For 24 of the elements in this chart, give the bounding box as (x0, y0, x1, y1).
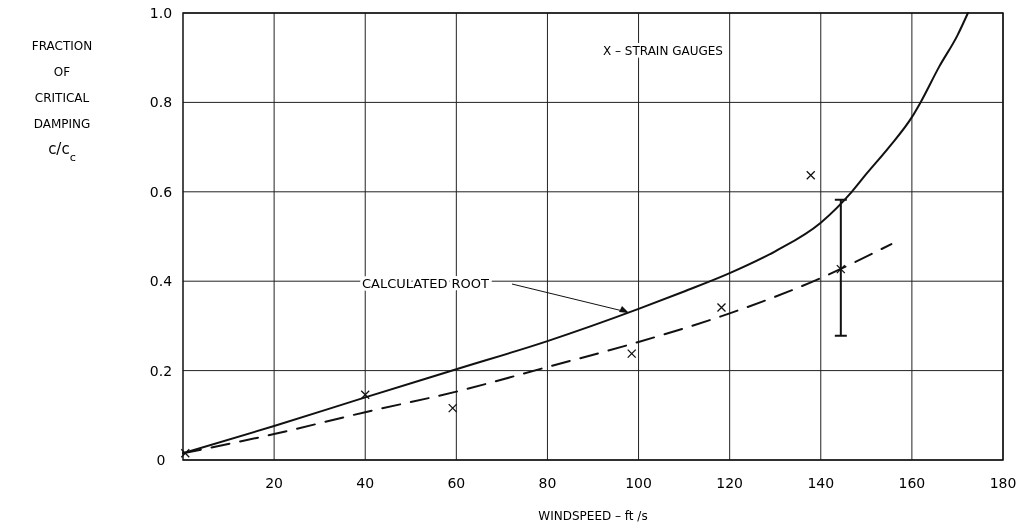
y-tick-label: 0.8 (149, 94, 173, 111)
x-tick-label: 60 (447, 475, 466, 491)
y-tick-label: 0.2 (149, 362, 173, 379)
x-tick-label: 120 (716, 475, 744, 491)
x-axis-title: WINDSPEED – ft /s (538, 509, 648, 523)
y-tick-label: 0.4 (149, 273, 173, 290)
x-tick-label: 180 (989, 475, 1017, 491)
x-tick-label: 20 (265, 475, 284, 491)
y-tick-label: 0 (156, 452, 166, 468)
point (836, 264, 846, 274)
x-tick-label: 140 (807, 475, 835, 491)
y-tick-label: 1.0 (149, 5, 173, 21)
x-tick-label: 80 (538, 475, 557, 491)
x-tick-label: 160 (898, 475, 926, 491)
point (448, 403, 458, 413)
x-tick-label: 100 (625, 475, 652, 491)
y-tick-label: 0.6 (149, 183, 173, 200)
point (716, 302, 727, 313)
x-tick-label: 40 (356, 475, 375, 491)
y-axis-title: FRACTION OF CRITICAL DAMPING c/c$_{c}$ (31, 39, 93, 164)
point (360, 390, 370, 400)
point (180, 448, 190, 458)
point (806, 170, 816, 180)
point (627, 348, 637, 359)
